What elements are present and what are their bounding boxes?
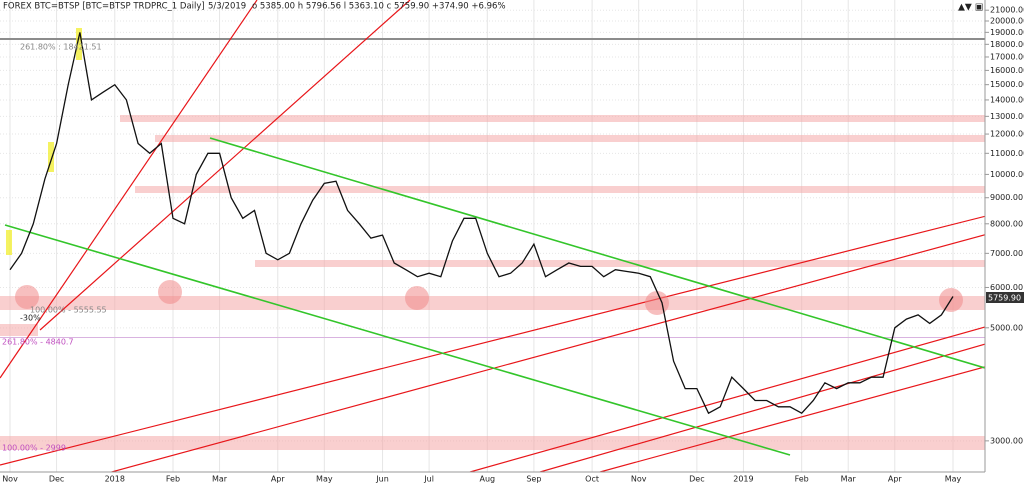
y-tick-label: 18000.00: [990, 40, 1024, 49]
x-tick-label: Mar: [841, 475, 857, 484]
x-tick-label: 2019: [733, 475, 753, 484]
y-tick-label: 6000.00: [990, 283, 1023, 292]
trendline: [469, 326, 985, 472]
x-tick-label: Feb: [166, 475, 180, 484]
x-tick-label: Jul: [423, 475, 434, 484]
x-tick-label: 2018: [105, 475, 125, 484]
x-tick-label: May: [316, 475, 333, 484]
grid: [0, 0, 985, 472]
y-tick-label: 8000.00: [990, 219, 1023, 228]
trendline: [0, 215, 985, 466]
highlight: [6, 230, 12, 255]
marker-circle: [405, 286, 429, 310]
trendline: [0, 0, 258, 379]
y-tick-label: 7000.00: [990, 249, 1023, 258]
x-tick-label: Nov: [631, 475, 647, 484]
y-tick-label: 9000.00: [990, 193, 1023, 202]
zone: [0, 436, 985, 450]
marker-circle: [158, 280, 182, 304]
x-tick-label: May: [945, 475, 962, 484]
trendline: [4, 224, 791, 456]
header-title: FOREX BTC=BTSP [BTC=BTSP TRDPRC_1 Daily]: [3, 2, 205, 12]
y-tick-label: 12000.00: [990, 130, 1024, 139]
x-tick-label: Sep: [526, 475, 541, 484]
highlight: [48, 142, 54, 172]
trendline: [599, 366, 985, 472]
marker-circle: [15, 285, 39, 309]
y-tick-label: 13000.00: [990, 112, 1024, 121]
y-tick-label: 15000.00: [990, 80, 1024, 89]
plot: [9, 32, 954, 415]
x-tick-label: Nov: [2, 475, 18, 484]
annotation: 100.00% - 5555.55: [30, 306, 107, 315]
y-tick-label: 3000.00: [990, 436, 1023, 445]
last-price: 5759.90: [988, 294, 1021, 303]
y-tick-label: 21000.00: [990, 6, 1024, 15]
zone: [135, 186, 985, 193]
annotation: -30%: [20, 314, 41, 323]
zone: [0, 324, 38, 336]
x-tick-label: Oct: [585, 475, 599, 484]
header-date: 5/3/2019: [208, 2, 246, 12]
x-tick-label: Apr: [888, 475, 903, 484]
menu-icon[interactable]: ▲▼ ▣: [958, 3, 983, 13]
highlight: [76, 28, 82, 60]
zone: [0, 296, 985, 310]
zone: [120, 115, 985, 122]
x-tick-label: Apr: [271, 475, 286, 484]
x-tick-label: Mar: [212, 475, 228, 484]
y-tick-label: 19000.00: [990, 28, 1024, 37]
y-tick-label: 16000.00: [990, 66, 1024, 75]
x-tick-label: Aug: [480, 475, 496, 484]
marker-circle: [645, 291, 669, 315]
y-tick-label: 17000.00: [990, 52, 1024, 61]
annotation: 261.80% : 18421.51: [20, 43, 102, 52]
annotation: 261.80% - 4840.7: [2, 338, 74, 347]
trendline: [209, 137, 985, 369]
y-tick-label: 5000.00: [990, 323, 1023, 332]
zone: [155, 135, 985, 142]
y-tick-label: 10000.00: [990, 170, 1024, 179]
fib-line: [0, 337, 985, 338]
x-tick-label: Jun: [375, 475, 389, 484]
price-line: [9, 32, 954, 415]
trendline: [109, 234, 985, 472]
x-tick-label: Dec: [689, 475, 704, 484]
zone: [255, 260, 985, 267]
x-tick-label: Dec: [49, 475, 64, 484]
y-tick-label: 20000.00: [990, 17, 1024, 26]
x-tick-label: Feb: [795, 475, 809, 484]
last-price-box: [986, 292, 1024, 303]
trendline: [39, 0, 411, 331]
y-tick-label: 11000.00: [990, 149, 1024, 158]
y-tick-label: 14000.00: [990, 95, 1024, 104]
header-ohlc: o 5385.00 h 5796.56 l 5363.10 c 5759.90 …: [252, 2, 506, 12]
annotation: 100.00% - 2999: [2, 444, 66, 453]
